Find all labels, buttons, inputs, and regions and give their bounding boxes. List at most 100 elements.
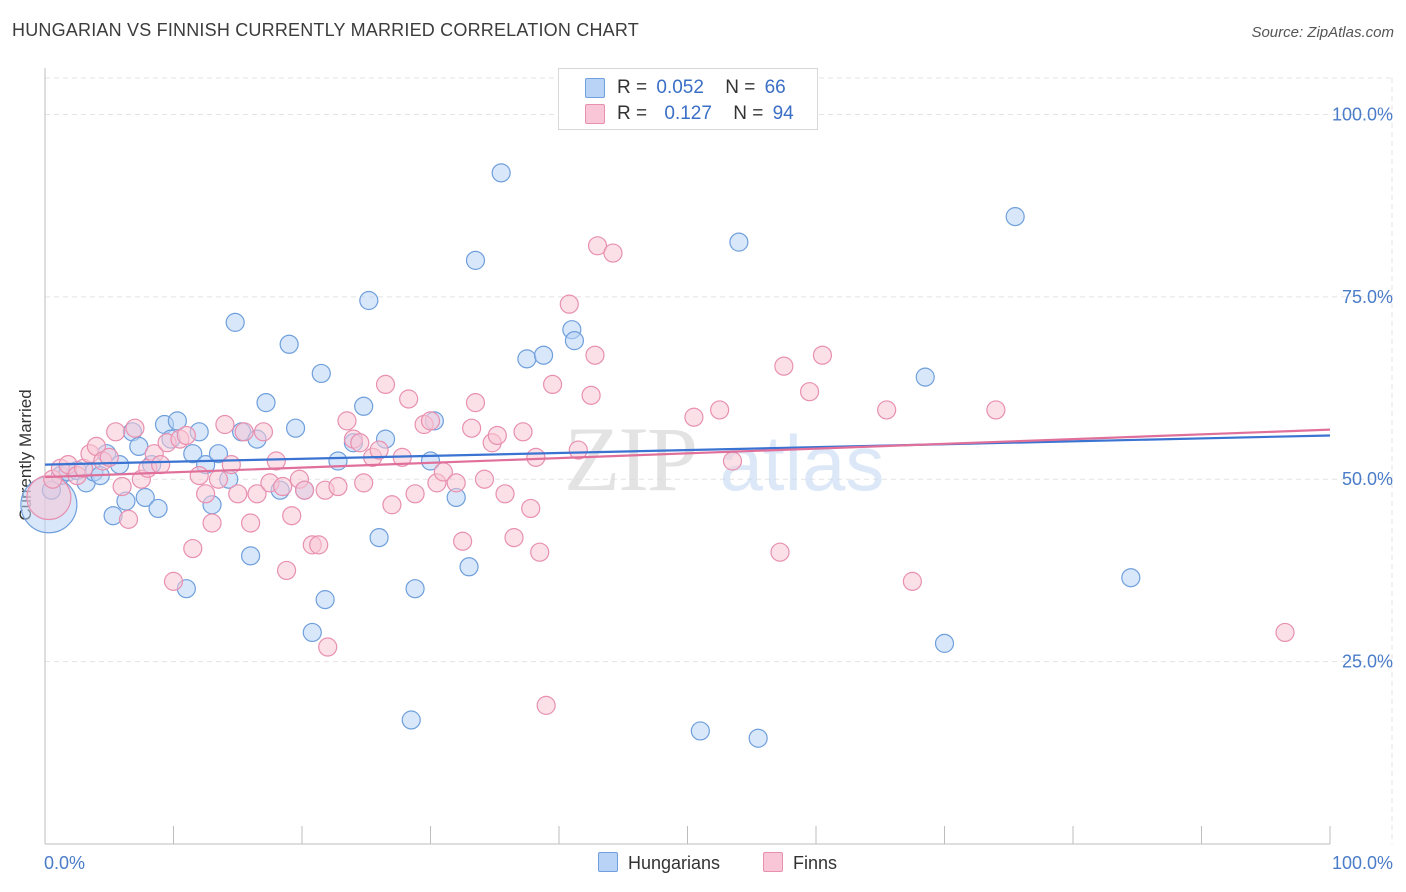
bottom-legend-label-finns: Finns xyxy=(793,853,838,873)
data-point xyxy=(513,422,533,442)
data-point xyxy=(359,290,379,311)
data-point xyxy=(517,349,537,369)
trend-line-hungarians xyxy=(44,434,1331,466)
data-point xyxy=(526,447,546,467)
y-tick-label: 75.0% xyxy=(1342,287,1393,307)
legend-n-label: N = xyxy=(733,103,764,124)
data-point xyxy=(302,622,322,643)
data-point xyxy=(183,538,203,559)
data-point xyxy=(241,513,261,533)
data-point xyxy=(294,480,315,500)
watermark-zip: ZIP xyxy=(564,408,696,510)
y-tick-label: 50.0% xyxy=(1342,469,1393,489)
data-point xyxy=(521,498,541,519)
data-point xyxy=(369,527,389,548)
data-point xyxy=(491,163,511,183)
x-tick-label-min: 0.0% xyxy=(44,853,85,873)
data-point xyxy=(399,389,419,409)
data-point xyxy=(241,546,261,566)
data-point xyxy=(495,484,515,504)
data-point xyxy=(684,407,704,427)
data-point xyxy=(247,484,267,504)
data-point xyxy=(420,411,441,431)
correlation-legend: R = 0.052 N = 66 R = 0.127 N = 94 xyxy=(558,68,818,130)
legend-r-label: R = xyxy=(617,77,648,98)
data-point xyxy=(405,484,425,504)
data-point xyxy=(559,294,579,314)
data-point xyxy=(710,400,730,420)
y-tick-label: 100.0% xyxy=(1332,104,1393,124)
data-point xyxy=(328,476,348,497)
data-point xyxy=(183,444,203,464)
bottom-legend-label-hungarians: Hungarians xyxy=(628,853,721,873)
data-point xyxy=(350,433,370,453)
data-point xyxy=(253,422,274,442)
data-point xyxy=(135,487,155,508)
trend-line-finns xyxy=(44,428,1331,479)
bottom-legend-finns: Finns xyxy=(763,852,837,874)
data-point xyxy=(234,422,254,442)
data-point xyxy=(729,232,749,252)
data-point xyxy=(902,571,922,591)
source-credit: Source: ZipAtlas.com xyxy=(1251,24,1394,41)
data-point xyxy=(151,455,171,475)
tick-labels: 25.0% 50.0% 75.0% 100.0% 0.0% 100.0% xyxy=(44,104,1393,873)
legend-swatch-finns xyxy=(585,104,605,124)
data-point xyxy=(722,451,743,471)
data-point xyxy=(311,363,331,384)
data-point xyxy=(533,345,554,365)
legend-n-value-finns: 94 xyxy=(772,103,794,124)
data-point xyxy=(603,243,623,263)
data-point xyxy=(877,400,897,420)
data-point xyxy=(228,484,248,504)
bottom-legend-hungarians: Hungarians xyxy=(598,852,720,874)
data-point xyxy=(129,436,149,457)
data-point xyxy=(587,236,608,256)
data-point xyxy=(1121,568,1141,588)
x-tick-label-max: 100.0% xyxy=(1332,853,1393,873)
data-point xyxy=(986,400,1006,420)
data-point xyxy=(208,469,229,489)
data-point xyxy=(318,637,338,657)
legend-swatch-hungarians xyxy=(585,78,605,98)
data-point xyxy=(462,418,482,438)
data-point xyxy=(465,393,486,413)
data-point xyxy=(176,425,196,446)
data-point xyxy=(309,535,329,555)
data-point xyxy=(690,721,710,741)
data-point xyxy=(748,728,768,748)
data-point xyxy=(465,250,486,270)
bottom-swatch-hungarians xyxy=(598,852,618,872)
data-point xyxy=(106,422,126,442)
bottom-swatch-finns xyxy=(763,852,783,872)
data-point xyxy=(401,710,421,730)
data-point xyxy=(202,513,222,533)
data-point xyxy=(568,440,588,460)
grid-lines xyxy=(45,77,1393,844)
data-point xyxy=(915,367,935,387)
chart-title: HUNGARIAN VS FINNISH CURRENTLY MARRIED C… xyxy=(12,20,639,40)
data-point xyxy=(453,531,473,551)
data-point xyxy=(564,331,585,351)
watermark-atlas: atlas xyxy=(720,419,885,507)
data-point xyxy=(934,633,955,653)
data-point xyxy=(99,447,119,467)
data-point xyxy=(256,393,276,413)
data-point xyxy=(375,374,396,394)
data-point xyxy=(459,557,479,577)
data-point xyxy=(369,440,389,460)
data-point xyxy=(354,396,374,416)
data-point xyxy=(774,356,794,376)
axes xyxy=(44,68,1331,845)
legend-n-value-hungarians: 66 xyxy=(764,77,786,98)
data-point xyxy=(504,527,524,548)
data-point xyxy=(530,542,550,562)
data-point xyxy=(148,498,168,519)
legend-r-label: R = xyxy=(617,103,648,124)
data-point xyxy=(196,484,216,504)
data-point xyxy=(208,444,229,464)
data-point xyxy=(585,345,605,365)
data-point xyxy=(315,590,335,610)
data-point xyxy=(225,312,245,332)
